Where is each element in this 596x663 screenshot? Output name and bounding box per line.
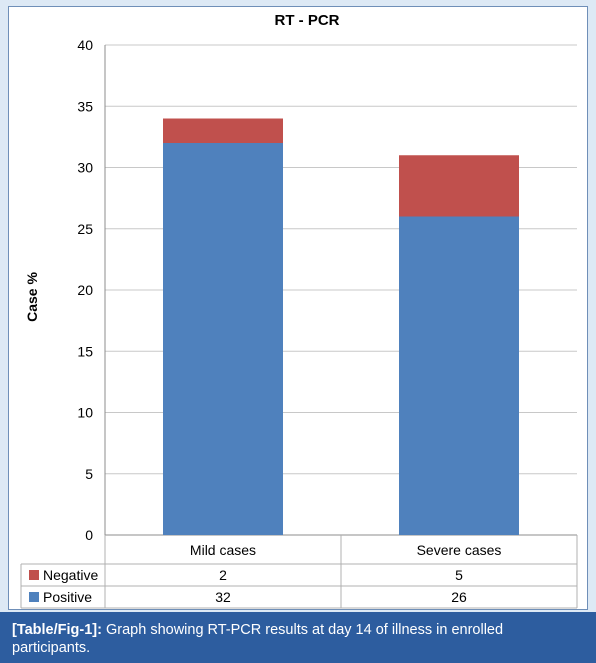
bars	[163, 118, 519, 535]
y-tick-label-10: 10	[77, 405, 93, 421]
y-tick-labels: 0 5 10 15 20 25 30 35 40	[77, 37, 93, 543]
y-tick-label-30: 30	[77, 160, 93, 176]
data-label-negative-severe-cases: 5	[455, 567, 463, 583]
legend-label-positive: Positive	[43, 589, 92, 605]
caption-label: [Table/Fig-1]:	[12, 622, 102, 638]
y-tick-label-15: 15	[77, 343, 93, 359]
category-label-mild-cases: Mild cases	[190, 542, 256, 558]
category-label-severe-cases: Severe cases	[417, 542, 502, 558]
data-label-positive-mild-cases: 32	[215, 589, 231, 605]
y-tick-label-5: 5	[85, 466, 93, 482]
data-label-negative-mild-cases: 2	[219, 567, 227, 583]
chart-title: RT - PCR	[275, 12, 340, 29]
chart-panel: RT - PCR Case % 0 5 10 15 20 25 30 35 40 Mild ca…	[8, 6, 588, 610]
bar-negative-mild-cases	[163, 118, 283, 143]
y-tick-label-20: 20	[77, 282, 93, 298]
bar-negative-severe-cases	[399, 155, 519, 217]
figure-caption: [Table/Fig-1]: Graph showing RT-PCR resu…	[0, 612, 596, 663]
y-tick-label-0: 0	[85, 527, 93, 543]
bar-positive-mild-cases	[163, 143, 283, 535]
y-axis-label: Case %	[24, 272, 40, 322]
bar-positive-severe-cases	[399, 216, 519, 535]
data-table: Mild cases Severe cases Negative 2 5 Positive…	[20, 535, 578, 609]
y-tick-label-40: 40	[77, 37, 93, 53]
legend-swatch-positive	[29, 592, 39, 602]
y-tick-label-25: 25	[77, 221, 93, 237]
caption-text: Graph showing RT-PCR results at day 14 o…	[12, 622, 504, 656]
legend-label-negative: Negative	[43, 567, 98, 583]
data-label-positive-severe-cases: 26	[451, 589, 467, 605]
legend-swatch-negative	[29, 570, 39, 580]
y-tick-label-35: 35	[77, 98, 93, 114]
